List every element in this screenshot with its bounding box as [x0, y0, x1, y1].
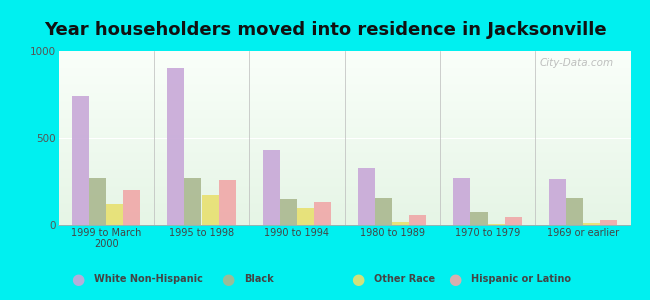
- Bar: [218, 180, 236, 225]
- Text: City-Data.com: City-Data.com: [540, 58, 614, 68]
- Bar: [392, 222, 410, 225]
- Bar: [202, 195, 218, 225]
- Text: Hispanic or Latino: Hispanic or Latino: [471, 274, 571, 284]
- Bar: [488, 224, 504, 225]
- Bar: [600, 220, 617, 225]
- Text: Year householders moved into residence in Jacksonville: Year householders moved into residence i…: [44, 21, 606, 39]
- Bar: [185, 178, 202, 225]
- Bar: [314, 202, 331, 225]
- Text: Other Race: Other Race: [374, 274, 435, 284]
- Text: ●: ●: [351, 272, 364, 286]
- Bar: [167, 68, 185, 225]
- Bar: [504, 217, 522, 225]
- Text: ●: ●: [221, 272, 234, 286]
- Text: ●: ●: [72, 272, 84, 286]
- Bar: [124, 190, 140, 225]
- Bar: [375, 198, 392, 225]
- Bar: [280, 199, 297, 225]
- Bar: [297, 208, 314, 225]
- Bar: [471, 212, 488, 225]
- Text: Black: Black: [244, 274, 274, 284]
- Text: ●: ●: [448, 272, 461, 286]
- Bar: [410, 215, 426, 225]
- Bar: [106, 204, 124, 225]
- Bar: [358, 168, 375, 225]
- Bar: [72, 96, 89, 225]
- Bar: [583, 223, 600, 225]
- Bar: [89, 178, 106, 225]
- Bar: [263, 150, 280, 225]
- Bar: [566, 198, 583, 225]
- Bar: [453, 178, 471, 225]
- Text: White Non-Hispanic: White Non-Hispanic: [94, 274, 203, 284]
- Bar: [549, 179, 566, 225]
